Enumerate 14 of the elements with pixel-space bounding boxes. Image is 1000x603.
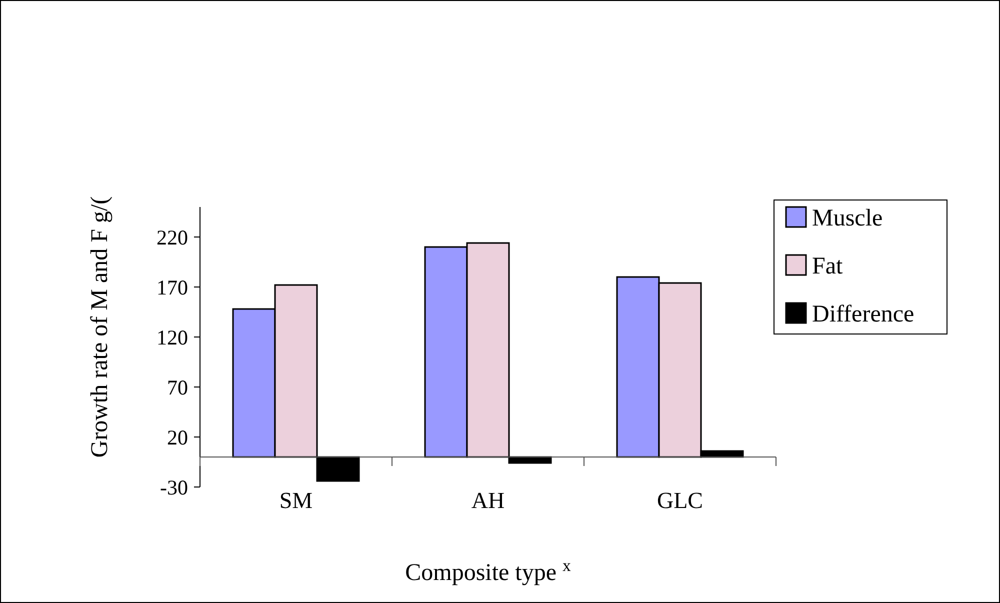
legend-label: Muscle — [812, 205, 883, 232]
x-tick-label: GLC — [657, 488, 703, 513]
y-axis-title: Growth rate of M and F g/( — [87, 196, 113, 458]
x-axis-title: Composite type $^{x}$ — [405, 556, 572, 586]
legend-label: Difference — [812, 301, 914, 328]
y-tick-label: 170 — [156, 275, 188, 300]
y-tick-label: -30 — [160, 475, 188, 500]
x-tick-label: SM — [279, 488, 313, 513]
x-tick-label: AH — [471, 488, 505, 513]
y-tick-label: 120 — [156, 325, 188, 350]
y-tick-label: 20 — [167, 425, 188, 450]
y-tick-label: 70 — [167, 375, 188, 400]
legend-label: Fat — [812, 253, 843, 280]
y-tick-label: 220 — [156, 225, 188, 250]
